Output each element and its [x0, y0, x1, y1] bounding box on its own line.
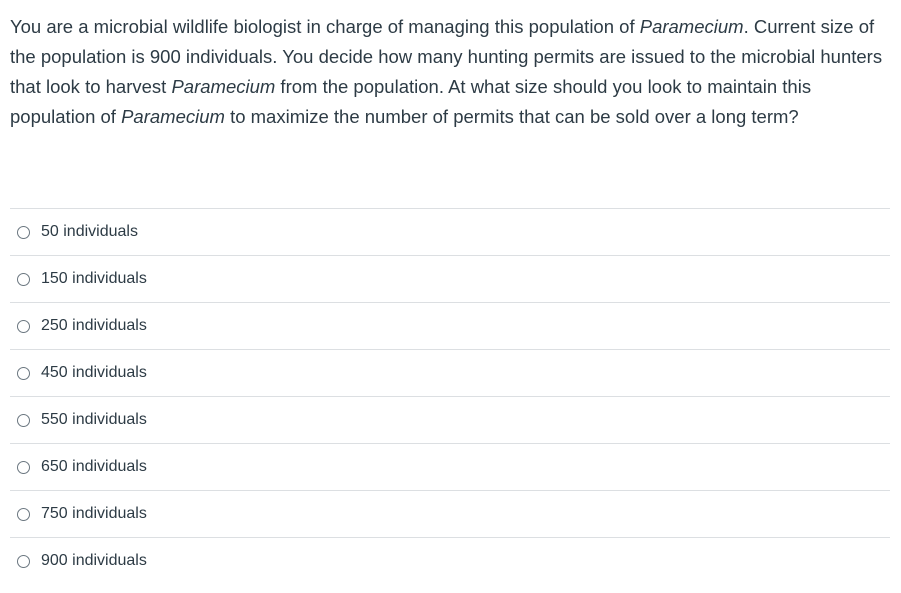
answer-label: 650 individuals: [41, 458, 147, 475]
answer-option[interactable]: 450 individuals: [10, 350, 890, 397]
answer-option[interactable]: 50 individuals: [10, 209, 890, 256]
question-part: from the population. At what size should…: [10, 76, 812, 127]
answer-list: 50 individuals 150 individuals 250 indiv…: [10, 208, 890, 584]
radio-button[interactable]: [17, 366, 30, 380]
answer-option[interactable]: 250 individuals: [10, 303, 890, 350]
radio-button[interactable]: [17, 460, 30, 474]
answer-option[interactable]: 900 individuals: [10, 538, 890, 584]
question-text: You are a microbial wildlife biologist i…: [10, 12, 894, 132]
radio-button[interactable]: [17, 413, 30, 427]
radio-button[interactable]: [17, 507, 30, 521]
answer-label: 150 individuals: [41, 270, 147, 287]
answer-option[interactable]: 150 individuals: [10, 256, 890, 303]
answer-label: 550 individuals: [41, 411, 147, 428]
question-part-italic: Paramecium: [121, 106, 225, 127]
question-part: to maximize the number of permits that c…: [224, 106, 799, 127]
question-part: . Current size of the population is 900 …: [10, 16, 883, 97]
answer-label: 450 individuals: [41, 364, 147, 381]
question-part: You are a microbial wildlife biologist i…: [10, 16, 640, 37]
answer-label: 750 individuals: [41, 505, 147, 522]
answer-label: 250 individuals: [41, 317, 147, 334]
radio-button[interactable]: [17, 272, 30, 286]
answer-label: 50 individuals: [41, 223, 138, 240]
answer-option[interactable]: 650 individuals: [10, 444, 890, 491]
question-part-italic: Paramecium: [171, 76, 276, 97]
answer-label: 900 individuals: [41, 552, 147, 569]
answer-option[interactable]: 550 individuals: [10, 397, 890, 444]
question-part-italic: Paramecium: [639, 16, 744, 37]
radio-button[interactable]: [17, 319, 30, 333]
answer-option[interactable]: 750 individuals: [10, 491, 890, 538]
radio-button[interactable]: [17, 554, 30, 568]
radio-button[interactable]: [17, 225, 30, 239]
